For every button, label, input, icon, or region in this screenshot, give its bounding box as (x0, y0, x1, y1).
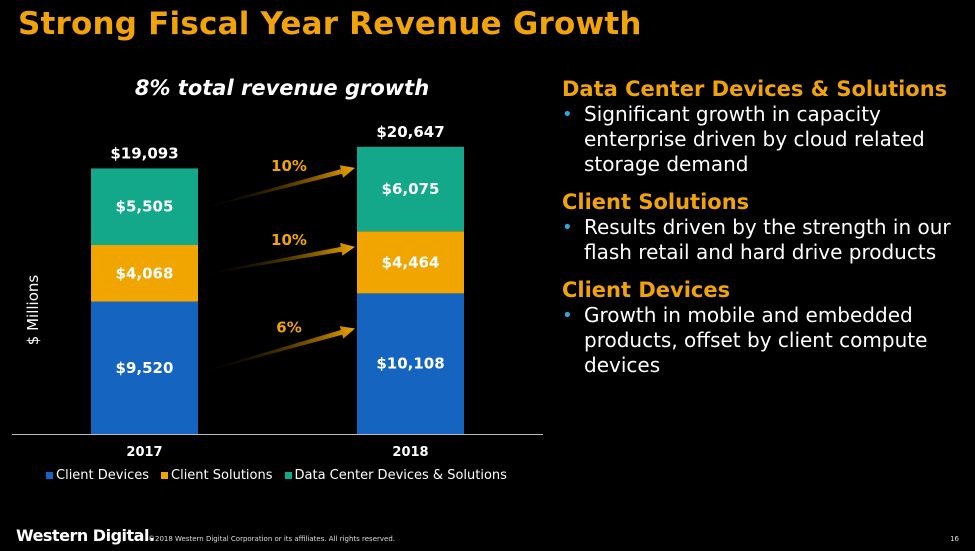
bar-segment (91, 168, 198, 245)
legend-item-client-devices: Client Devices (46, 468, 149, 483)
segment-label: $4,464 (382, 253, 440, 271)
growth-arrow (192, 242, 356, 277)
segment-label: $9,520 (116, 359, 174, 377)
growth-arrow-shape (192, 242, 356, 277)
bullet-icon: • (562, 305, 573, 326)
section-title: Client Solutions (562, 190, 750, 214)
bullet-text: Results driven by the strength in our fl… (584, 215, 951, 264)
bar-segment (357, 293, 464, 434)
commentary-panel: Data Center Devices & Solutions • Signif… (562, 76, 972, 390)
company-logo: Western Digital. (16, 526, 155, 545)
legend-swatch (161, 472, 168, 479)
bar-segment (357, 146, 464, 232)
chart-subtitle: 8% total revenue growth (134, 76, 430, 100)
stacked-bar-chart: $ Millions 6% 10% 10% $9,520 $4,068 $5,505 $19,… (12, 123, 543, 460)
bullet-text: Significant growth in capacity enterpris… (584, 102, 925, 176)
segment-label: $6,075 (382, 180, 440, 198)
segment-label: $5,505 (116, 198, 174, 216)
growth-label: 6% (276, 319, 301, 337)
bar-segment (357, 231, 464, 294)
growth-arrow (192, 165, 356, 212)
section-title: Data Center Devices & Solutions (562, 77, 948, 101)
section-client-devices: Client Devices • Growth in mobile and em… (562, 277, 972, 378)
chart-legend: Client Devices Client Solutions Data Cen… (46, 468, 507, 483)
bullet-item: • Significant growth in capacity enterpr… (562, 102, 972, 177)
growth-arrow-shape (192, 165, 356, 212)
total-label: $19,093 (110, 144, 178, 162)
legend-swatch (46, 472, 53, 479)
segment-label: $4,068 (116, 264, 174, 282)
bullet-text: Growth in mobile and embedded products, … (584, 303, 928, 377)
segment-label: $10,108 (376, 355, 444, 373)
page-number: 16 (950, 535, 959, 543)
bullet-icon: • (562, 217, 573, 238)
legend-label: Client Solutions (171, 468, 273, 483)
bar-segment (91, 301, 198, 434)
legend-item-client-solutions: Client Solutions (161, 468, 273, 483)
growth-arrow (192, 326, 356, 375)
copyright-text: ©2018 Western Digital Corporation or its… (148, 535, 396, 543)
section-title: Client Devices (562, 278, 731, 302)
section-data-center: Data Center Devices & Solutions • Signif… (562, 76, 972, 177)
growth-label: 10% (271, 157, 307, 175)
total-label: $20,647 (376, 123, 444, 141)
category-label: 2017 (126, 445, 162, 460)
growth-label: 10% (271, 231, 307, 249)
legend-item-data-center: Data Center Devices & Solutions (284, 468, 507, 483)
bar-segment (91, 244, 198, 302)
bullet-icon: • (562, 104, 573, 125)
growth-arrow-shape (192, 326, 356, 375)
slide-title: Strong Fiscal Year Revenue Growth (18, 6, 642, 42)
category-label: 2018 (392, 445, 428, 460)
bullet-item: • Growth in mobile and embedded products… (562, 303, 972, 378)
bullet-item: • Results driven by the strength in our … (562, 215, 972, 265)
y-axis-label: $ Millions (24, 275, 42, 346)
legend-swatch (284, 472, 292, 479)
legend-label: Data Center Devices & Solutions (294, 468, 507, 483)
section-client-solutions: Client Solutions • Results driven by the… (562, 189, 972, 265)
legend-label: Client Devices (56, 468, 149, 483)
